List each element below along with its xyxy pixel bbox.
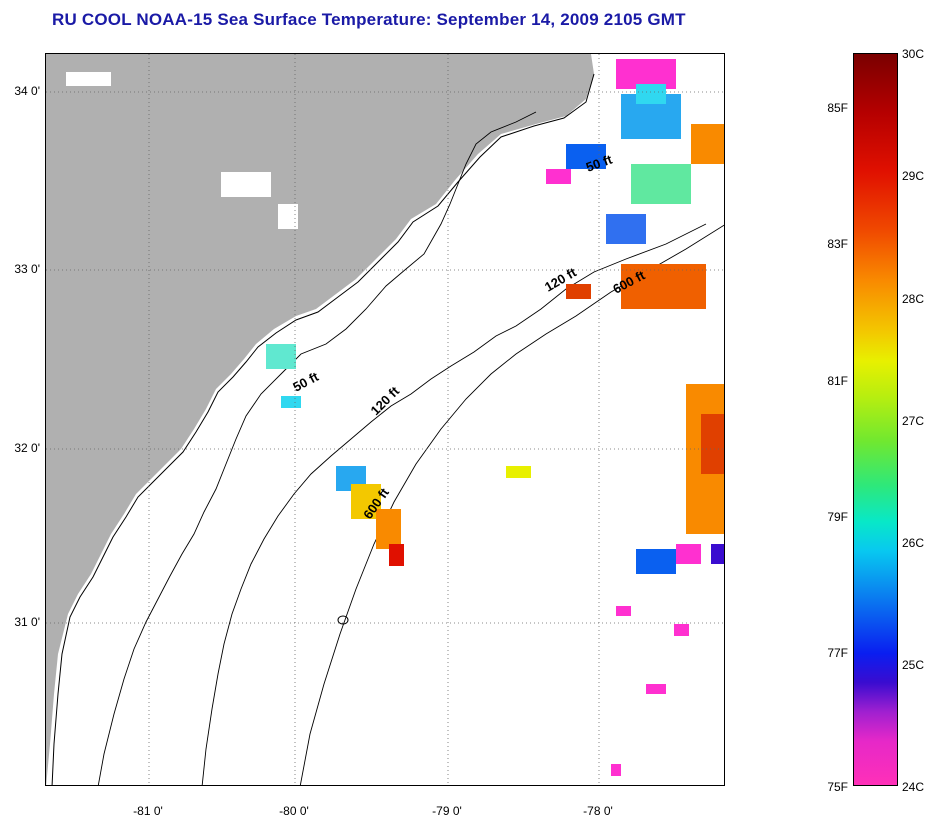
colorbar-c-label: 28C (902, 292, 925, 306)
sst-patch (389, 544, 404, 566)
lon-label: -81 0' (133, 804, 163, 818)
colorbar-f-label: 75F (827, 780, 848, 794)
colorbar-f-label: 85F (827, 101, 848, 115)
sst-patch (621, 264, 706, 309)
cloud-patch (221, 172, 271, 197)
lon-label: -78 0' (583, 804, 613, 818)
island-marker (337, 615, 349, 625)
colorbar-c-label: 29C (902, 169, 925, 183)
sst-patch (266, 344, 296, 369)
sst-patch (546, 169, 571, 184)
sst-patch (636, 84, 666, 104)
sst-patch (691, 124, 724, 164)
lat-label: 32 0' (14, 441, 40, 455)
sst-patch (711, 544, 724, 564)
sst-patches (266, 59, 724, 776)
isobath-50ft (97, 111, 537, 785)
sst-patch (676, 544, 701, 564)
graticule (46, 54, 724, 785)
coastline (51, 73, 595, 785)
cloud-patch (278, 204, 298, 229)
lat-label: 34 0' (14, 84, 40, 98)
colorbar-f-label: 81F (827, 374, 848, 388)
sst-map-canvas: 50 ft 120 ft 600 ft 50 ft 120 ft 600 ft (46, 54, 724, 785)
isobath-600ft (299, 224, 724, 785)
sst-patch (646, 684, 666, 694)
sst-patch (616, 606, 631, 616)
colorbar-f-label: 83F (827, 237, 848, 251)
colorbar-c-label: 25C (902, 658, 925, 672)
sst-patch (506, 466, 531, 478)
sst-patch (631, 164, 691, 204)
isobath-120ft (201, 223, 707, 785)
colorbar-c-label: 30C (902, 47, 925, 61)
sst-patch (376, 509, 401, 549)
lon-label: -79 0' (432, 804, 462, 818)
sst-patch (566, 284, 591, 299)
cloud-patch (66, 72, 111, 86)
colorbar-f-label: 79F (827, 510, 848, 524)
sst-patch (611, 764, 621, 776)
colorbar-c-label: 24C (902, 780, 925, 794)
colorbar-c-label: 26C (902, 536, 925, 550)
sst-patch (281, 396, 301, 408)
colorbar-f-label: 77F (827, 646, 848, 660)
map-title: RU COOL NOAA-15 Sea Surface Temperature:… (52, 10, 686, 29)
lat-label: 33 0' (14, 262, 40, 276)
sst-patch (606, 214, 646, 244)
sst-map[interactable]: 50 ft 120 ft 600 ft 50 ft 120 ft 600 ft (45, 53, 725, 786)
sst-patch (674, 624, 689, 636)
sst-patch (701, 414, 724, 474)
lat-label: 31 0' (14, 615, 40, 629)
colorbar-c-label: 27C (902, 414, 925, 428)
temperature-colorbar (853, 53, 898, 786)
sst-patch (566, 144, 606, 169)
contour-label: 50 ft (290, 369, 321, 395)
contour-label: 120 ft (368, 383, 403, 418)
lon-label: -80 0' (279, 804, 309, 818)
land-mass (46, 54, 594, 785)
sst-patch (636, 549, 676, 574)
